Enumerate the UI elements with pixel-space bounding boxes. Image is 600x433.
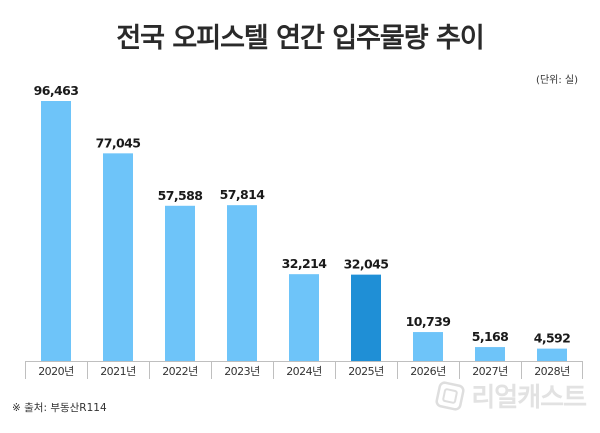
unit-label: (단위: 실) (536, 75, 578, 86)
bar-2026년 (413, 332, 443, 361)
bar-2028년 (537, 348, 567, 361)
bar-value-label: 32,214 (282, 256, 328, 271)
x-tick-label: 2025년 (348, 365, 384, 378)
x-tick-label: 2023년 (224, 365, 260, 378)
bar-value-label: 96,463 (34, 83, 79, 98)
watermark-logo-icon (435, 380, 465, 411)
x-tick-label: 2021년 (100, 365, 136, 378)
bar-value-label: 5,168 (472, 329, 509, 344)
bar-value-label: 4,592 (534, 331, 571, 346)
x-tick-label: 2026년 (410, 365, 446, 378)
chart-title: 전국 오피스텔 연간 입주물량 추이 (116, 23, 484, 54)
bar-2023년 (227, 205, 257, 361)
bar-2027년 (475, 347, 505, 361)
bar-value-label: 57,588 (158, 188, 203, 203)
x-tick-label: 2022년 (162, 365, 198, 378)
bar-2021년 (103, 153, 133, 361)
x-tick-label: 2020년 (38, 365, 74, 378)
bar-value-label: 32,045 (344, 257, 389, 272)
bar-2025년 (351, 274, 381, 361)
bar-value-label: 77,045 (96, 135, 141, 150)
bar-2024년 (289, 274, 319, 361)
bar-value-label: 57,814 (220, 187, 266, 202)
bar-2022년 (165, 205, 195, 361)
x-tick-label: 2028년 (534, 365, 570, 378)
bar-value-label: 10,739 (406, 314, 451, 329)
x-tick-label: 2024년 (286, 365, 322, 378)
watermark-text: 리얼캐스트 (471, 383, 587, 413)
bar-2020년 (41, 101, 71, 361)
watermark: 리얼캐스트 (435, 377, 587, 414)
x-tick-label: 2027년 (472, 365, 508, 378)
source-note: ※ 출처: 부동산R114 (12, 402, 107, 414)
